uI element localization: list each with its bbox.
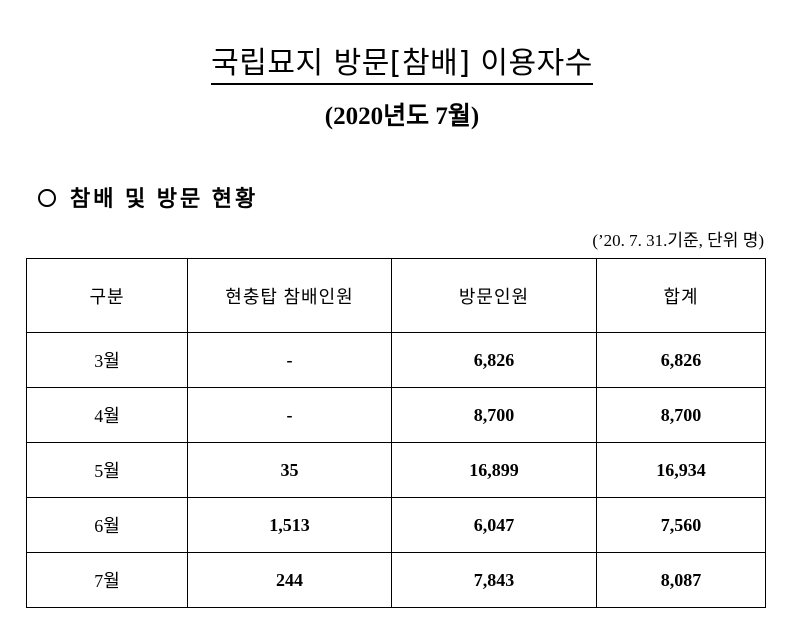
section-heading-text: 참배 및 방문 현황 (70, 186, 259, 211)
memorial-tower-visitors-cell: 35 (187, 442, 392, 498)
visitors-cell: 6,047 (391, 497, 597, 553)
total-cell: 8,087 (596, 552, 766, 608)
month-cell: 7월 (26, 552, 188, 608)
visitors-cell: 16,899 (391, 442, 597, 498)
memorial-tower-visitors-cell: 1,513 (187, 497, 392, 553)
header-total: 합계 (596, 258, 766, 333)
month-cell: 6월 (26, 497, 188, 553)
memorial-tower-visitors-cell: - (187, 332, 392, 388)
total-cell: 16,934 (596, 442, 766, 498)
document-subtitle: (2020년도 7월) (324, 103, 480, 130)
total-cell: 8,700 (596, 387, 766, 443)
header-memorial-tower-visitors: 현충탑 참배인원 (187, 258, 392, 333)
month-cell: 4월 (26, 387, 188, 443)
memorial-tower-visitors-cell: - (187, 387, 392, 443)
total-cell: 7,560 (596, 497, 766, 553)
table-row: 3월 - 6,826 6,826 (26, 332, 766, 388)
header-visitors: 방문인원 (391, 258, 597, 333)
visitor-stats-table: 구분 현충탑 참배인원 방문인원 합계 3월 - 6,826 6,826 4월 … (26, 258, 766, 608)
table-header-row: 구분 현충탑 참배인원 방문인원 합계 (26, 258, 766, 333)
memorial-tower-visitors-cell: 244 (187, 552, 392, 608)
month-cell: 5월 (26, 442, 188, 498)
document-title: 국립묘지 방문[참배] 이용자수 (0, 44, 804, 85)
table-row: 7월 244 7,843 8,087 (26, 552, 766, 608)
table-row: 6월 1,513 6,047 7,560 (26, 497, 766, 553)
document-title-text: 국립묘지 방문[참배] 이용자수 (211, 46, 593, 85)
table-row: 5월 35 16,899 16,934 (26, 442, 766, 498)
table-row: 4월 - 8,700 8,700 (26, 387, 766, 443)
header-category: 구분 (26, 258, 188, 333)
month-cell: 3월 (26, 332, 188, 388)
section-heading: 참배 및 방문 현황 (38, 184, 258, 214)
visitors-cell: 7,843 (391, 552, 597, 608)
circle-bullet-icon (38, 189, 56, 207)
visitors-cell: 8,700 (391, 387, 597, 443)
unit-note: (’20. 7. 31.기준, 단위 명) (592, 231, 764, 250)
total-cell: 6,826 (596, 332, 766, 388)
visitors-cell: 6,826 (391, 332, 597, 388)
